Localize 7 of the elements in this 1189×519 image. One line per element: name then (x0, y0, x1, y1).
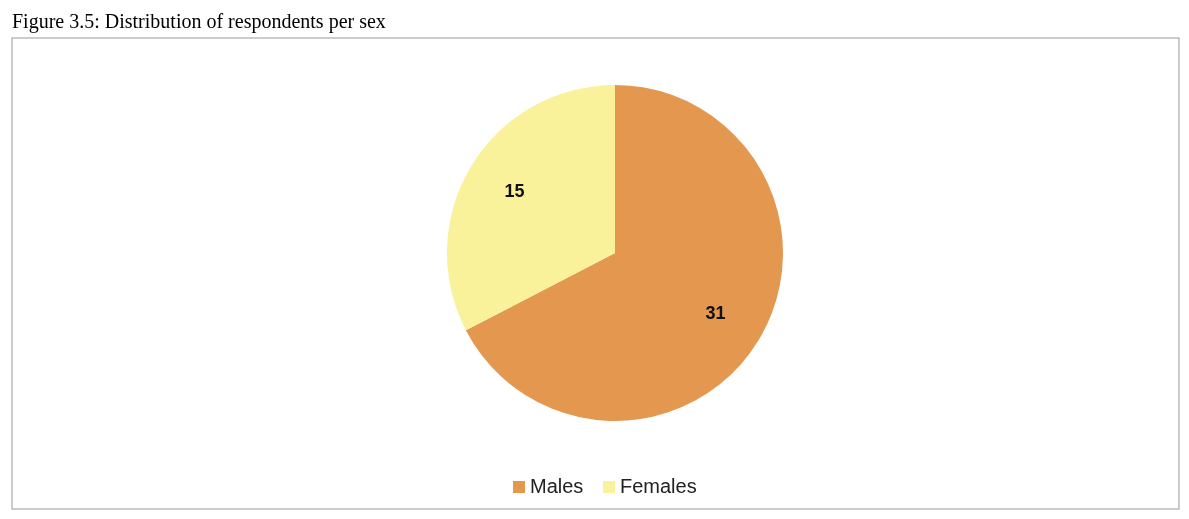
data-label: 31 (705, 302, 726, 323)
pie-slice (465, 85, 783, 421)
text: Figure 3.5: Distribution of respondents per sex (12, 10, 386, 33)
legend-label: Males (530, 475, 584, 497)
legend-label: Females (620, 475, 697, 497)
pie-slice (447, 85, 615, 331)
data-label: 15 (504, 180, 525, 201)
